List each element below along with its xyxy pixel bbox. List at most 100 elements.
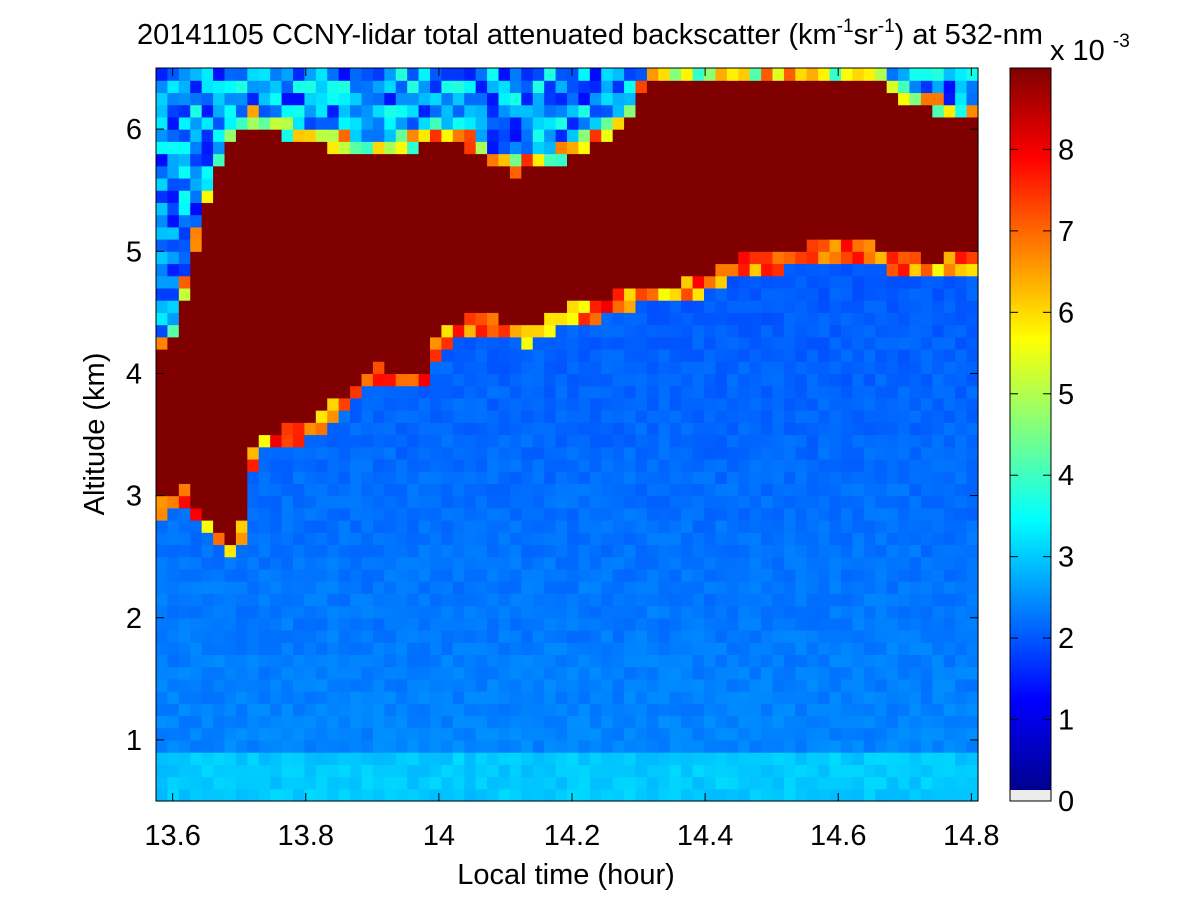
heatmap-cell — [384, 629, 397, 643]
heatmap-cell — [704, 129, 717, 142]
heatmap-cell — [601, 715, 614, 729]
heatmap-cell — [806, 458, 819, 472]
heatmap-cell — [213, 397, 226, 411]
colorbar-tick-label: 0 — [1058, 786, 1074, 818]
heatmap-cell — [612, 141, 625, 155]
heatmap-cell — [761, 703, 774, 717]
heatmap-cell — [544, 434, 557, 448]
heatmap-cell — [761, 312, 774, 326]
heatmap-cell — [863, 446, 876, 460]
heatmap-cell — [966, 788, 979, 802]
heatmap-cell — [567, 434, 580, 448]
heatmap-cell — [327, 275, 340, 289]
heatmap-cell — [327, 678, 340, 692]
heatmap-cell — [738, 300, 751, 313]
heatmap-cell — [589, 458, 602, 472]
heatmap-cell — [452, 153, 465, 167]
heatmap-cell — [544, 373, 557, 387]
heatmap-cell — [841, 287, 854, 301]
heatmap-cell — [441, 214, 454, 228]
heatmap-cell — [692, 239, 705, 252]
heatmap-cell — [715, 165, 728, 179]
heatmap-cell — [783, 239, 796, 252]
heatmap-cell — [304, 361, 317, 375]
heatmap-cell — [612, 703, 625, 717]
heatmap-cell — [281, 80, 294, 94]
heatmap-cell — [190, 642, 203, 655]
heatmap-cell — [589, 177, 602, 191]
heatmap-cell — [920, 458, 933, 472]
heatmap-cell — [201, 287, 214, 301]
heatmap-cell — [681, 568, 694, 582]
heatmap-cell — [841, 495, 854, 509]
heatmap-cell — [669, 739, 682, 753]
heatmap-cell — [372, 678, 385, 692]
heatmap-cell — [361, 397, 374, 411]
heatmap-cell — [521, 397, 534, 411]
heatmap-cell — [909, 458, 922, 472]
heatmap-cell — [293, 776, 306, 790]
heatmap-cell — [509, 116, 522, 130]
heatmap-cell — [213, 202, 226, 216]
heatmap-cell — [658, 520, 671, 533]
heatmap-cell — [372, 642, 385, 655]
heatmap-cell — [726, 703, 739, 717]
heatmap-cell — [955, 373, 968, 387]
heatmap-cell — [578, 703, 591, 717]
heatmap-cell — [920, 336, 933, 350]
heatmap-cell — [293, 116, 306, 130]
heatmap-cell — [578, 691, 591, 704]
heatmap-cell — [270, 410, 283, 423]
heatmap-cell — [806, 568, 819, 582]
heatmap-cell — [293, 312, 306, 326]
heatmap-cell — [509, 287, 522, 301]
heatmap-cell — [555, 422, 568, 436]
heatmap-cell — [247, 752, 260, 765]
heatmap-cell — [624, 507, 637, 521]
heatmap-cell — [167, 703, 180, 717]
heatmap-cell — [818, 581, 831, 594]
heatmap-cell — [761, 385, 774, 399]
heatmap-cell — [589, 568, 602, 582]
heatmap-cell — [384, 458, 397, 472]
heatmap-cell — [692, 177, 705, 191]
heatmap-cell — [715, 336, 728, 350]
heatmap-cell — [327, 300, 340, 313]
heatmap-cell — [532, 287, 545, 301]
heatmap-cell — [430, 80, 443, 94]
heatmap-cell — [624, 275, 637, 289]
heatmap-cell — [441, 446, 454, 460]
heatmap-cell — [338, 520, 351, 533]
heatmap-cell — [966, 776, 979, 790]
heatmap-cell — [726, 68, 739, 81]
heatmap-cell — [932, 495, 945, 509]
heatmap-cell — [578, 153, 591, 167]
heatmap-cell — [772, 165, 785, 179]
heatmap-cell — [658, 568, 671, 582]
heatmap-cell — [372, 92, 385, 106]
heatmap-cell — [601, 507, 614, 521]
heatmap-cell — [567, 348, 580, 362]
heatmap-cell — [338, 544, 351, 558]
heatmap-cell — [384, 788, 397, 802]
heatmap-cell — [567, 68, 580, 81]
heatmap-cell — [932, 312, 945, 326]
heatmap-cell — [247, 532, 260, 546]
heatmap-cell — [293, 446, 306, 460]
heatmap-cell — [235, 739, 248, 753]
heatmap-cell — [372, 287, 385, 301]
heatmap-cell — [224, 568, 237, 582]
heatmap-cell — [658, 507, 671, 521]
heatmap-cell — [532, 214, 545, 228]
heatmap-cell — [749, 532, 762, 546]
heatmap-cell — [932, 483, 945, 497]
heatmap-cell — [704, 629, 717, 643]
heatmap-cell — [715, 691, 728, 704]
heatmap-cell — [509, 263, 522, 277]
heatmap-cell — [863, 434, 876, 448]
heatmap-cell — [932, 275, 945, 289]
heatmap-cell — [509, 654, 522, 668]
heatmap-cell — [361, 190, 374, 203]
heatmap-cell — [350, 642, 363, 655]
heatmap-cell — [350, 446, 363, 460]
